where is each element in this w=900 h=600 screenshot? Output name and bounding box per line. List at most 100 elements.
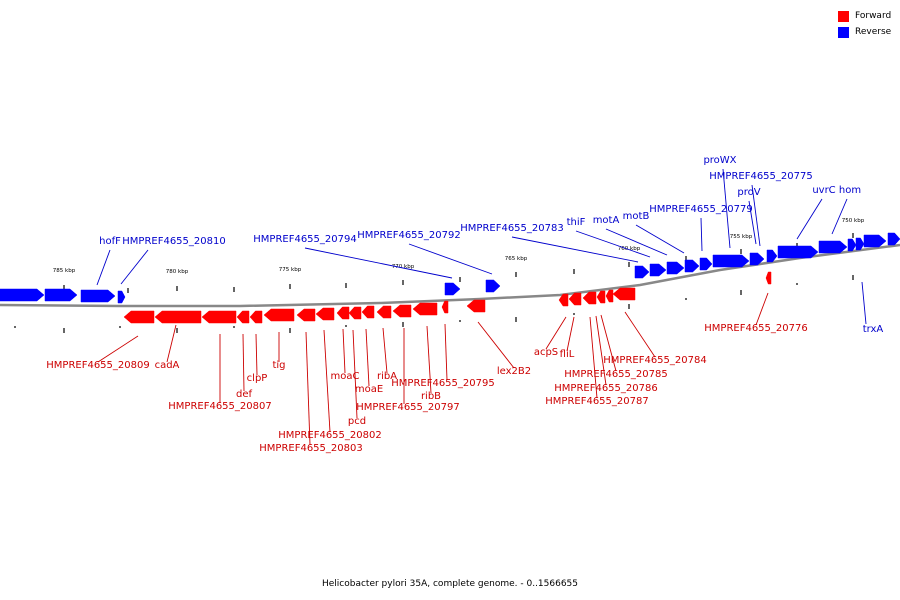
leader-line bbox=[304, 247, 453, 279]
gene-label-riba[interactable]: ribA bbox=[377, 371, 397, 382]
reverse-gene-arrow[interactable] bbox=[712, 254, 750, 268]
gene-label-mota[interactable]: motA bbox=[593, 215, 620, 226]
gene-label-flil[interactable]: fliL bbox=[560, 349, 575, 360]
gene-label-prov[interactable]: proV bbox=[737, 187, 760, 198]
forward-gene-arrow[interactable] bbox=[296, 308, 316, 322]
gene-label-hmpref4655-20783[interactable]: HMPREF4655_20783 bbox=[460, 223, 563, 234]
forward-gene-arrow[interactable] bbox=[123, 310, 155, 324]
gene-label-clpp[interactable]: clpP bbox=[247, 373, 268, 384]
reverse-gene-arrow[interactable] bbox=[749, 252, 765, 266]
leader-line bbox=[575, 230, 651, 258]
reverse-gene-arrow[interactable] bbox=[666, 261, 685, 275]
forward-gene-arrow[interactable] bbox=[263, 308, 295, 322]
legend-forward-label: Forward bbox=[855, 11, 892, 21]
forward-gene-arrow[interactable] bbox=[441, 300, 449, 314]
forward-gene-arrow[interactable] bbox=[348, 306, 362, 320]
reverse-gene-arrow[interactable] bbox=[699, 257, 713, 271]
leader-line bbox=[342, 328, 346, 374]
reverse-gene-arrow[interactable] bbox=[485, 279, 501, 293]
gene-label-hmpref4655-20794[interactable]: HMPREF4655_20794 bbox=[253, 234, 356, 245]
forward-gene-arrow[interactable] bbox=[376, 305, 392, 319]
reverse-gene-arrow[interactable] bbox=[444, 282, 461, 296]
gene-label-hmpref4655-20795[interactable]: HMPREF4655_20795 bbox=[391, 378, 494, 389]
leader-line bbox=[477, 321, 515, 369]
reverse-gene-arrow[interactable] bbox=[649, 263, 667, 277]
forward-gene-arrow[interactable] bbox=[336, 306, 350, 320]
gene-label-moae[interactable]: moaE bbox=[355, 384, 383, 395]
reverse-gene-arrow[interactable] bbox=[684, 259, 700, 273]
forward-gene-arrow[interactable] bbox=[466, 299, 486, 313]
forward-gene-arrow[interactable] bbox=[568, 292, 582, 306]
forward-gene-arrow[interactable] bbox=[249, 310, 263, 324]
leader-line bbox=[751, 184, 761, 247]
gene-label-hmpref4655-20785[interactable]: HMPREF4655_20785 bbox=[564, 369, 667, 380]
reverse-gene-arrow[interactable] bbox=[80, 289, 116, 303]
leader-line bbox=[426, 325, 432, 394]
forward-gene-arrow[interactable] bbox=[558, 293, 569, 307]
gene-label-moac[interactable]: moaC bbox=[331, 371, 360, 382]
gene-label-lex2b2[interactable]: lex2B2 bbox=[497, 366, 531, 377]
gene-label-hom[interactable]: hom bbox=[839, 185, 861, 196]
gene-label-hmpref4655-20807[interactable]: HMPREF4655_20807 bbox=[168, 401, 271, 412]
leader-line bbox=[600, 314, 617, 372]
gene-label-hmpref4655-20809[interactable]: HMPREF4655_20809 bbox=[46, 360, 149, 371]
gene-label-hoff[interactable]: hofF bbox=[99, 236, 121, 247]
gene-label-uvrc[interactable]: uvrC bbox=[812, 185, 835, 196]
gene-label-hmpref4655-20792[interactable]: HMPREF4655_20792 bbox=[357, 230, 460, 241]
gene-label-acps[interactable]: acpS bbox=[534, 347, 558, 358]
gene-label-motb[interactable]: motB bbox=[623, 211, 650, 222]
reverse-gene-arrow[interactable] bbox=[887, 232, 900, 246]
gene-label-hmpref4655-20797[interactable]: HMPREF4655_20797 bbox=[356, 402, 459, 413]
leader-line bbox=[305, 331, 311, 446]
forward-gene-arrow[interactable] bbox=[236, 310, 250, 324]
reverse-gene-arrow[interactable] bbox=[818, 240, 848, 254]
gene-label-thif[interactable]: thiF bbox=[567, 217, 586, 228]
gene-label-hmpref4655-20787[interactable]: HMPREF4655_20787 bbox=[545, 396, 648, 407]
reverse-gene-arrow[interactable] bbox=[0, 288, 45, 302]
tick-label: 780 kbp bbox=[166, 269, 189, 275]
forward-gene-arrow[interactable] bbox=[315, 307, 335, 321]
gene-label-ribb[interactable]: ribB bbox=[421, 391, 441, 402]
gene-label-trxa[interactable]: trxA bbox=[863, 324, 884, 335]
leader-line bbox=[365, 328, 370, 387]
reverse-gene-labels: hofF HMPREF4655_20810 HMPREF4655_20794 HMPR… bbox=[96, 155, 884, 335]
gene-label-hmpref4655-20803[interactable]: HMPREF4655_20803 bbox=[259, 443, 362, 454]
gene-label-def[interactable]: def bbox=[236, 389, 253, 400]
forward-gene-arrow[interactable] bbox=[154, 310, 202, 324]
gene-label-pcd[interactable]: pcd bbox=[348, 416, 366, 427]
leader-line bbox=[831, 198, 848, 235]
gene-label-hmpref4655-20775[interactable]: HMPREF4655_20775 bbox=[709, 171, 812, 182]
forward-gene-arrow[interactable] bbox=[612, 287, 636, 301]
forward-gene-arrow[interactable] bbox=[582, 291, 597, 305]
forward-gene-arrow[interactable] bbox=[605, 289, 614, 303]
gene-label-hmpref4655-20802[interactable]: HMPREF4655_20802 bbox=[278, 430, 381, 441]
forward-gene-arrow[interactable] bbox=[361, 305, 375, 319]
reverse-gene-arrow[interactable] bbox=[634, 265, 650, 279]
forward-gene-arrow[interactable] bbox=[392, 304, 412, 318]
gene-label-prowx[interactable]: proWX bbox=[703, 155, 736, 166]
forward-gene-arrow[interactable] bbox=[765, 271, 772, 285]
reverse-gene-arrow[interactable] bbox=[863, 234, 887, 248]
gene-label-hmpref4655-20786[interactable]: HMPREF4655_20786 bbox=[554, 383, 657, 394]
gene-label-hmpref4655-20776[interactable]: HMPREF4655_20776 bbox=[704, 323, 807, 334]
gene-label-hmpref4655-20784[interactable]: HMPREF4655_20784 bbox=[603, 355, 706, 366]
forward-gene-arrow[interactable] bbox=[596, 290, 606, 304]
reverse-gene-arrow[interactable] bbox=[44, 288, 78, 302]
gene-label-cada[interactable]: cadA bbox=[155, 360, 180, 371]
leader-line bbox=[595, 315, 607, 386]
reverse-genes bbox=[0, 232, 900, 304]
forward-gene-arrow[interactable] bbox=[201, 310, 237, 324]
gene-label-hmpref4655-20810[interactable]: HMPREF4655_20810 bbox=[122, 236, 225, 247]
leader-line bbox=[97, 335, 139, 363]
reverse-gene-arrow[interactable] bbox=[117, 290, 126, 304]
gene-label-tig[interactable]: tig bbox=[272, 360, 285, 371]
forward-gene-arrow[interactable] bbox=[412, 302, 438, 316]
gene-label-hmpref4655-20779[interactable]: HMPREF4655_20779 bbox=[649, 204, 752, 215]
reverse-gene-arrow[interactable] bbox=[855, 237, 865, 251]
reverse-gene-arrow[interactable] bbox=[847, 238, 857, 252]
reverse-gene-arrow[interactable] bbox=[777, 245, 819, 259]
reverse-gene-arrow[interactable] bbox=[766, 249, 778, 263]
leader-line bbox=[120, 249, 149, 285]
